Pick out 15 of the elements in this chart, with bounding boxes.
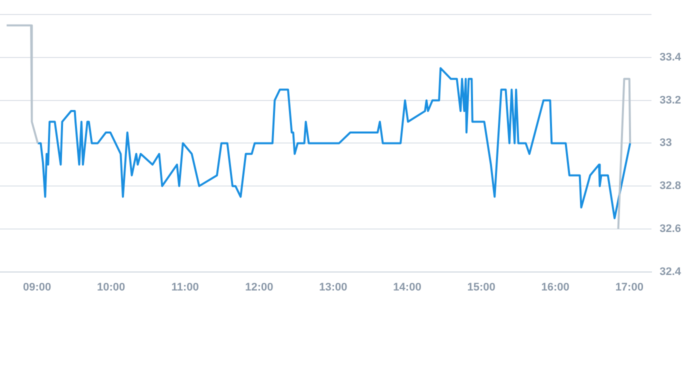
y-tick-label: 32.6: [660, 222, 682, 235]
x-tick-label: 14:00: [393, 281, 422, 294]
x-tick-label: 15:00: [467, 281, 496, 294]
y-tick-label: 33.2: [660, 94, 682, 106]
y-tick-label: 32.4: [660, 266, 682, 278]
x-tick-label: 11:00: [171, 281, 199, 294]
y-tick-label: 32.8: [660, 180, 682, 192]
x-tick-label: 12:00: [245, 281, 274, 294]
x-tick-label: 17:00: [615, 281, 644, 294]
y-tick-label: 33: [660, 137, 672, 150]
x-tick-label: 13:00: [319, 281, 348, 294]
x-tick-label: 09:00: [22, 281, 52, 294]
x-tick-label: 10:00: [96, 281, 126, 294]
y-tick-label: 33.4: [660, 52, 682, 64]
x-tick-label: 16:00: [541, 281, 570, 294]
